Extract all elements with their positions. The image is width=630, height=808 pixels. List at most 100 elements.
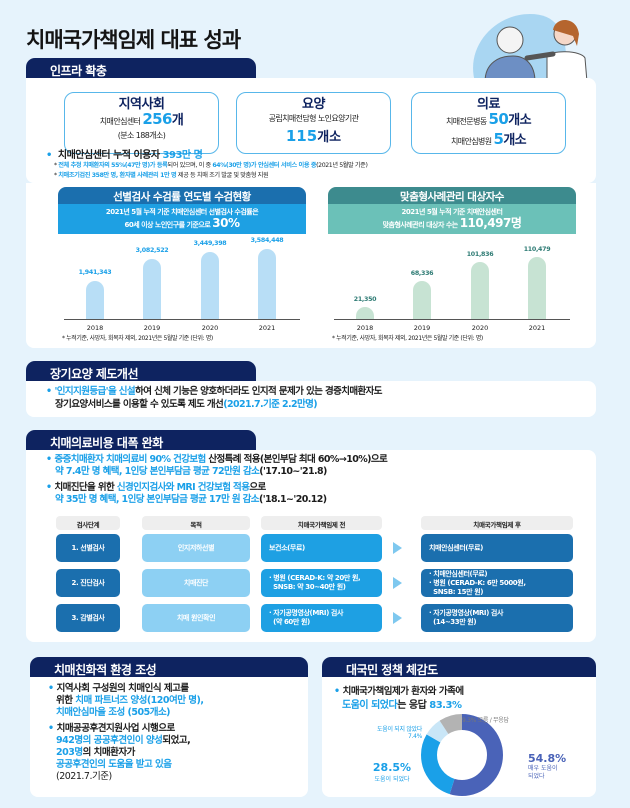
table-cell-stage: 1. 선별검사 [56, 534, 120, 562]
env-highlight: 치매안심마을 조성 (505개소) [56, 707, 171, 718]
cost-highlight: 중증치매환자 치매의료비 90% 건강보험 [54, 454, 206, 465]
subtitle-line: 2021년 5월 누적 기준 치매안심센터 [401, 208, 503, 216]
x-tick: 2019 [143, 324, 161, 332]
chart-title: 선별검사 수검률 연도별 수검현황 [58, 187, 306, 204]
cost-text: ('18.1~'20.12) [258, 494, 327, 505]
cost-header-label: 치매의료비용 대폭 완화 [26, 430, 256, 450]
subtitle-line: 60세 이상 노인인구를 기준으로 [124, 221, 213, 229]
survey-panel: 치매국가책임제가 환자와 가족에 도움이 되었다는 응답 83.3% 9.3% … [322, 677, 596, 797]
label-percent: 7.4% [407, 733, 422, 740]
note-highlight: 전체 추정 치매환자의 55%(47만 명)가 등록 [58, 162, 168, 169]
card-value: 5 [493, 130, 504, 148]
survey-text: 치매국가책임제가 환자와 가족에 [334, 683, 464, 697]
env-text: 되었고, [162, 735, 191, 746]
note-highlight: 64%(30만 명)가 안심센터 서비스 이용 중 [212, 162, 317, 169]
note-highlight: 치매조기검진 358만 명, 환자별 사례관리 1만 명 [58, 172, 177, 179]
env-text: 의 치매환자가 [82, 747, 136, 758]
card-unit: 개소 [317, 130, 342, 145]
bar-2020 [471, 262, 489, 319]
ltc-header-label: 장기요양 제도개선 [26, 361, 256, 381]
env-highlight: 203명 [56, 747, 83, 758]
slice-helpful [421, 714, 503, 796]
table-cell-before: · 병원 (CERAD-K: 약 20만 원, SNSB: 약 30~40만 원… [261, 569, 382, 597]
subtitle-line: 2021년 5월 누적 기준 치매안심센터 선별검사 수검률은 [105, 208, 259, 216]
cost-bullet-2: 치매진단을 위한 신경인지검사와 MRI 건강보험 적용으로 약 35만 명 혜… [46, 482, 327, 506]
cost-text: 치매진단을 위한 [54, 482, 117, 493]
cost-highlight: 약 7.4만 명 혜택, 1인당 본인부담금 평균 72만원 감소 [55, 466, 260, 477]
env-text: 위한 [56, 695, 76, 706]
env-header-label: 치매친화적 환경 조성 [30, 657, 308, 677]
arrow-right-icon [393, 542, 402, 554]
infra-note-1: * 전체 추정 치매환자의 55%(47만 명)가 등록되어 있으며, 이 중 … [54, 162, 368, 169]
bar-2018 [356, 307, 374, 319]
note-text: 제공 등 치매 조기 발굴 및 맞춤형 지원 [176, 172, 269, 179]
env-highlight: 942명의 공공후견인이 양성 [56, 735, 163, 746]
ltc-highlight: '인지지원등급'을 신설 [54, 386, 136, 397]
chart-subtitle: 2021년 5월 누적 기준 치매안심센터 선별검사 수검률은 60세 이상 노… [58, 204, 306, 234]
label-percent: 54.8% [528, 752, 567, 765]
label-not-helpful: 도움이 되지 않았다 7.4% [352, 724, 422, 740]
table-cell-purpose: 치매 원인확인 [142, 604, 250, 632]
card-label: 치매안심병원 [450, 137, 492, 146]
chart-footnote: * 누적기준, 사망자, 회복자 제외, 2021년은 5월말 기준 (단위: … [332, 335, 483, 342]
table-cell-after: · 치매안심센터(무료) · 병원 (CERAD-K: 6만 5000원, SN… [421, 569, 573, 597]
survey-highlight: 도움이 되었다 [342, 700, 398, 711]
env-bullet-1: 지역사회 구성원의 치매인식 제고를 [48, 683, 308, 695]
infra-card-community: 지역사회 치매안심센터 256개 (분소 188개소) [64, 92, 219, 154]
chart-title: 맞춤형사례관리 대상자수 [328, 187, 576, 204]
infra-note-2: * 치매조기검진 358만 명, 환자별 사례관리 1만 명 제공 등 치매 조… [54, 172, 269, 179]
cost-bullet-1: 중증치매환자 치매의료비 90% 건강보험 산정특례 적용(본인부담 최대 60… [46, 454, 387, 478]
note-text: 되어 있으며, 이 중 [167, 162, 213, 169]
slice-unknown [421, 714, 503, 796]
infra-panel: 지역사회 치매안심센터 256개 (분소 188개소) 요양 공립치매전담형 노… [26, 78, 596, 183]
bar-value: 1,941,343 [78, 269, 112, 276]
subtitle-line: 맞춤형사례관리 대상자 수는 [382, 221, 460, 229]
survey-percent: 83.3% [429, 700, 462, 711]
card-label: 공립치매전담형 노인요양기관 [268, 114, 359, 123]
card-subtext: (분소 188개소) [117, 131, 166, 140]
table-cell-stage: 2. 진단검사 [56, 569, 120, 597]
bar-2020 [201, 252, 219, 319]
arrow-right-icon [393, 612, 402, 624]
card-unit: 개 [171, 113, 184, 128]
ltc-text: 하여 신체 기능은 양호하더라도 인지적 문제가 있는 경증치매환자도 [135, 386, 382, 397]
x-tick: 2019 [413, 324, 431, 332]
table-cell-stage: 3. 감별검사 [56, 604, 120, 632]
chart-subtitle: 2021년 5월 누적 기준 치매안심센터 맞춤형사례관리 대상자 수는 110… [328, 204, 576, 234]
table-cell-after: · 자기공명영상(MRI) 검사 (14~33만 원) [421, 604, 573, 632]
caregiver-illustration-icon [473, 14, 588, 82]
survey-text: 는 응답 [397, 700, 430, 711]
x-tick: 2018 [86, 324, 104, 332]
survey-line-2: 도움이 되었다는 응답 83.3% [342, 696, 462, 711]
table-cell-before: · 자기공명영상(MRI) 검사 (약 60만 원) [261, 604, 382, 632]
survey-section-header: 대국민 정책 체감도 [322, 657, 596, 677]
card-value: 256 [142, 110, 172, 128]
label-helpful: 28.5% 도움이 되었다 [362, 761, 422, 783]
label-text: 매우 도움이 되었다 [528, 765, 558, 780]
bar-2021 [528, 257, 546, 319]
card-unit: 개소 [508, 113, 531, 128]
page-title: 치매국가책임제 대표 성과 [26, 28, 241, 52]
x-tick: 2020 [471, 324, 489, 332]
table-header-before: 치매국가책임제 전 [261, 516, 382, 530]
donut-chart [421, 714, 503, 796]
x-tick: 2018 [356, 324, 374, 332]
label-percent: 28.5% [372, 761, 412, 774]
cost-text: 으로 [249, 482, 266, 493]
bar-value: 3,584,448 [250, 237, 284, 244]
card-label: 치매전문병동 [446, 117, 487, 126]
bullet-text: 치매안심센터 누적 이용자 [57, 150, 163, 161]
env-highlight: 공공후견인의 도움을 받고 있음 [56, 759, 172, 770]
table-header-stage: 검사단계 [56, 516, 120, 530]
ltc-panel: '인지지원등급'을 신설하여 신체 기능은 양호하더라도 인지적 문제가 있는 … [26, 381, 596, 417]
env-highlight: 치매 파트너즈 양성(120여만 명), [75, 695, 204, 706]
chart-plot: 1,941,343 3,082,522 3,449,398 3,584,448 … [64, 237, 300, 332]
table-cell-purpose: 인지저하선별 [142, 534, 250, 562]
cost-text: ('17.10~'21.8) [259, 466, 327, 477]
bar-value: 3,449,398 [193, 240, 227, 247]
chart-plot: 21,350 68,336 101,836 110,479 2018 2019 … [334, 238, 570, 332]
note-text: (2021년 5월말 기준) [316, 162, 368, 169]
label-text: 도움이 되었다 [374, 776, 410, 783]
ltc-section-header: 장기요양 제도개선 [26, 361, 256, 381]
card-title: 지역사회 [112, 93, 171, 112]
